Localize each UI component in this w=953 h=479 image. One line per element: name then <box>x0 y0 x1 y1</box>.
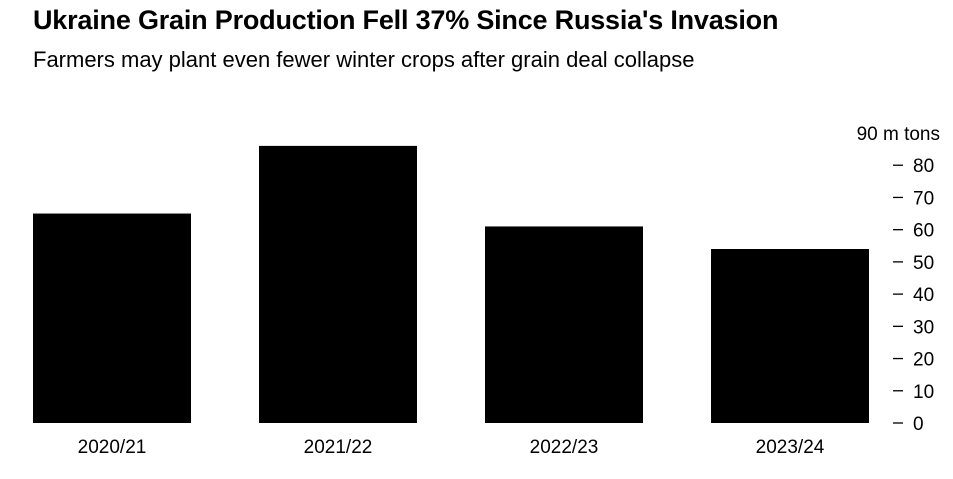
y-tick-label: 40 <box>913 285 934 306</box>
y-tick-label: 20 <box>913 350 934 371</box>
chart-subtitle: Farmers may plant even fewer winter crop… <box>33 47 695 72</box>
y-tick-label: 10 <box>913 382 934 403</box>
y-tick-label: 30 <box>913 317 934 338</box>
y-tick-label: 50 <box>913 253 934 274</box>
bars-group <box>33 145 869 423</box>
x-tick-label: 2023/24 <box>756 437 825 458</box>
chart-title: Ukraine Grain Production Fell 37% Since … <box>33 5 779 35</box>
bar-2020-21 <box>33 213 191 423</box>
bar-2021-22 <box>259 145 417 423</box>
y-unit-label: 90 m tons <box>857 124 940 145</box>
y-tick-label: 60 <box>913 221 934 242</box>
y-axis: 0 10 20 30 40 50 60 70 80 90 m tons <box>857 124 940 435</box>
y-tick-label: 80 <box>913 156 934 177</box>
x-tick-labels: 2020/21 2021/22 2022/23 2023/24 <box>78 437 825 458</box>
x-tick-label: 2021/22 <box>304 437 373 458</box>
x-tick-label: 2020/21 <box>78 437 147 458</box>
y-tick-label: 0 <box>913 414 924 435</box>
bar-2022-23 <box>485 226 643 423</box>
y-tick-label: 70 <box>913 188 934 209</box>
bar-2023-24 <box>711 249 869 423</box>
x-tick-label: 2022/23 <box>530 437 599 458</box>
